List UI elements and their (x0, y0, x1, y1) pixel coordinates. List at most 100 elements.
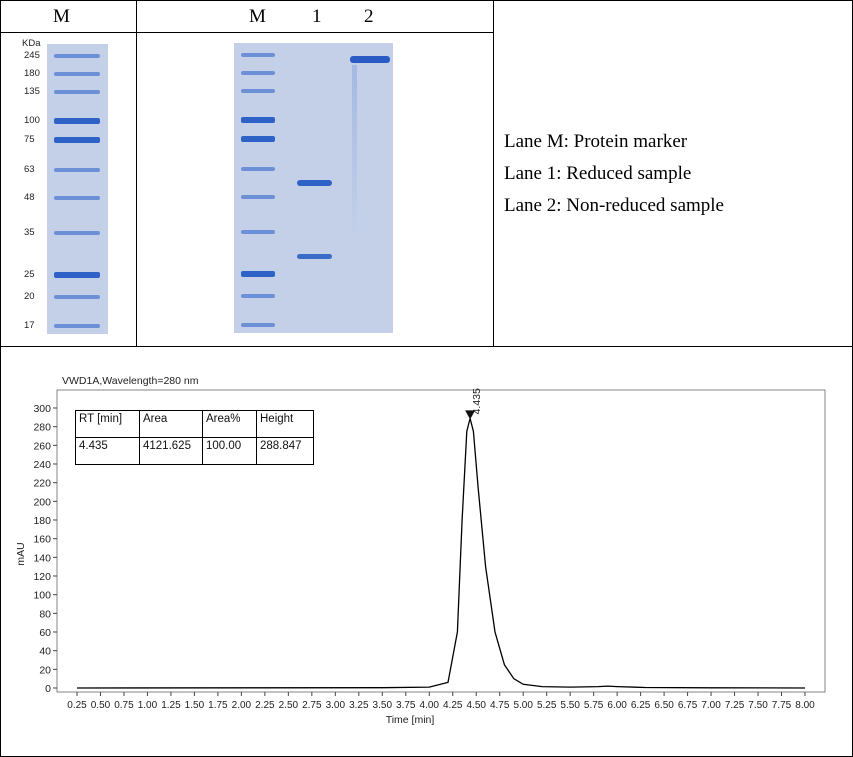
kda-unit-label: KDa (22, 38, 41, 49)
legend-lane-2: Lane 2: Non-reduced sample (504, 195, 724, 216)
marker-band (241, 230, 275, 234)
y-tick-label: 220 (33, 478, 51, 490)
kda-label: 135 (24, 86, 40, 97)
x-tick-label: 4.00 (420, 700, 440, 711)
marker-band (241, 136, 275, 142)
marker-band (241, 271, 275, 277)
y-tick-label: 240 (33, 459, 51, 471)
kda-label: 100 (24, 115, 40, 126)
kda-label: 75 (24, 134, 35, 145)
cell-height: 288.847 (256, 437, 314, 465)
y-tick-label: 200 (33, 496, 51, 508)
marker-band (54, 54, 100, 58)
lane2-intact-band (350, 56, 390, 63)
x-tick-label: 0.25 (67, 700, 87, 711)
kda-label: 48 (24, 192, 35, 203)
x-axis-ticks: 0.25 0.50 0.75 1.00 1.25 1.50 1.75 2.00 2.25 2.50… (67, 692, 815, 711)
x-tick-label: 7.00 (701, 700, 721, 711)
x-tick-label: 5.25 (537, 700, 557, 711)
y-tick-label: 120 (33, 571, 51, 583)
x-tick-label: 0.75 (114, 700, 134, 711)
marker-band (54, 168, 100, 172)
peak-table: RT [min] Area Area% Height 4.435 4121.62… (75, 410, 314, 465)
marker-band (241, 89, 275, 93)
kda-label: 17 (24, 320, 35, 331)
x-tick-label: 5.00 (513, 700, 533, 711)
marker-band (241, 71, 275, 75)
x-tick-label: 3.75 (396, 700, 416, 711)
x-axis-label: Time [min] (386, 714, 435, 726)
marker-lane-header: M (53, 6, 70, 27)
sds-page-gel-image (234, 43, 393, 333)
y-tick-label: 160 (33, 534, 51, 546)
x-tick-label: 3.50 (373, 700, 393, 711)
lane-header-2: 2 (364, 6, 374, 27)
marker-band (54, 272, 100, 278)
lane1-heavy-chain-band (297, 180, 332, 186)
marker-band (54, 231, 100, 235)
y-tick-label: 20 (39, 664, 51, 676)
y-tick-label: 180 (33, 515, 51, 527)
lane-header-m: M (249, 6, 266, 27)
chromatogram-trace (76, 418, 806, 689)
x-tick-label: 7.25 (725, 700, 745, 711)
cell-area: 4121.625 (139, 437, 203, 465)
x-tick-label: 7.75 (772, 700, 792, 711)
x-tick-label: 3.00 (326, 700, 346, 711)
y-tick-label: 0 (45, 683, 51, 695)
marker-band (54, 90, 100, 94)
col-height: Height (256, 410, 314, 438)
x-tick-label: 2.00 (232, 700, 252, 711)
y-tick-label: 260 (33, 440, 51, 452)
x-tick-label: 2.25 (255, 700, 275, 711)
marker-band (241, 53, 275, 57)
hplc-chart: 0 20 40 60 80 100 120 140 160 180 200 220 240 260 280 3… (15, 388, 826, 726)
kda-label: 63 (24, 164, 35, 175)
marker-gel-image (47, 44, 108, 334)
lane-header-1: 1 (312, 6, 322, 27)
marker-band (241, 167, 275, 171)
y-axis-label: mAU (15, 542, 27, 565)
marker-band (54, 137, 100, 143)
y-tick-label: 140 (33, 552, 51, 564)
x-tick-label: 1.75 (208, 700, 228, 711)
x-tick-label: 1.00 (138, 700, 158, 711)
marker-band (241, 195, 275, 199)
lane-legend: Lane M: Protein marker Lane 1: Reduced s… (504, 126, 724, 222)
peak-table-row: 4.435 4121.625 100.00 288.847 (75, 437, 314, 465)
x-tick-label: 2.50 (279, 700, 299, 711)
kda-label: 25 (24, 269, 35, 280)
marker-band (241, 323, 275, 327)
kda-label: 245 (24, 50, 40, 61)
x-tick-label: 6.50 (654, 700, 674, 711)
marker-band (54, 324, 100, 328)
x-tick-label: 4.75 (490, 700, 510, 711)
x-tick-label: 1.50 (185, 700, 205, 711)
x-tick-label: 2.75 (302, 700, 322, 711)
cell-area-percent: 100.00 (202, 437, 257, 465)
peak-marker-triangle (465, 410, 476, 420)
x-tick-label: 5.75 (584, 700, 604, 711)
legend-lane-1: Lane 1: Reduced sample (504, 163, 692, 184)
x-tick-label: 6.75 (678, 700, 698, 711)
plot-area-frame (56, 389, 826, 693)
marker-band (241, 117, 275, 123)
x-tick-label: 5.50 (560, 700, 580, 711)
x-tick-label: 8.00 (795, 700, 815, 711)
y-tick-label: 100 (33, 590, 51, 602)
x-tick-label: 4.50 (466, 700, 486, 711)
kda-label: 20 (24, 291, 35, 302)
col-rt: RT [min] (75, 410, 140, 438)
y-tick-label: 40 (39, 646, 51, 658)
lane2-smear (352, 65, 357, 240)
y-tick-label: 80 (39, 608, 51, 620)
chart-title: VWD1A,Wavelength=280 nm (62, 375, 199, 387)
marker-band (54, 118, 100, 124)
x-tick-label: 6.00 (607, 700, 627, 711)
x-tick-label: 1.25 (161, 700, 181, 711)
legend-lane-m: Lane M: Protein marker (504, 131, 688, 152)
header-divider-left (0, 32, 137, 33)
x-tick-label: 7.50 (748, 700, 768, 711)
x-tick-label: 0.50 (91, 700, 111, 711)
marker-band (54, 72, 100, 76)
